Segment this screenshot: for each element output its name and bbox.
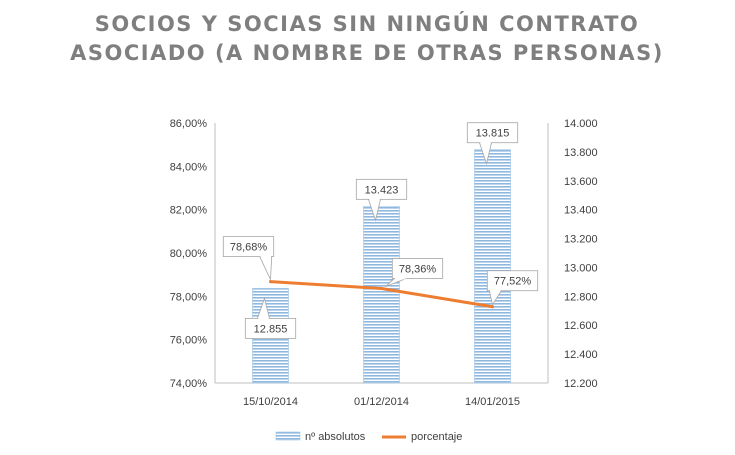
line-point: [269, 280, 272, 284]
line-data-label-group: 78,68%: [222, 236, 275, 280]
bar-data-label-box: [244, 317, 297, 339]
bar-data-label-group: 13.423: [355, 178, 408, 222]
line-data-label: 77,52%: [494, 276, 532, 288]
bar-data-label: 13.815: [476, 128, 510, 140]
line-point: [380, 287, 383, 291]
left-axis-tick-label: 80,00%: [170, 248, 208, 260]
line-data-label-box: [391, 258, 444, 279]
line-point: [491, 305, 494, 309]
bar-data-label-box: [355, 178, 408, 200]
axes-layer: 74,00% 76,00% 78,00% 80,00% 82,00% 84,00% 86,0…: [170, 118, 598, 408]
right-axis-tick-label: 12.400: [564, 349, 598, 361]
right-axis-tick-label: 13.000: [564, 262, 598, 274]
legend-label-bars: nº absolutos: [305, 431, 366, 443]
line-data-label-pointer: [259, 256, 273, 280]
left-axis-tick-label: 86,00%: [170, 118, 208, 130]
line-layer: [269, 280, 494, 309]
right-axis-tick-label: 13.800: [564, 147, 598, 159]
bar-data-label-group: 13.815: [466, 122, 519, 166]
line-data-label-box: [486, 270, 539, 292]
x-axis-tick-label: 14/01/2015: [465, 396, 520, 408]
line-data-label-box: [222, 236, 275, 258]
right-axis-tick-label: 14.000: [564, 118, 598, 130]
bar-data-label-box: [466, 122, 519, 144]
left-axis-tick-label: 76,00%: [170, 335, 208, 347]
right-axis-tick-label: 13.600: [564, 176, 598, 188]
chart-title-line-1: SOCIOS Y SOCIAS SIN NINGÚN CONTRATO: [95, 11, 640, 36]
left-axis-tick-label: 84,00%: [170, 161, 208, 173]
left-axis-tick-label: 78,00%: [170, 291, 208, 303]
line-data-label-group: 77,52%: [486, 270, 539, 306]
legend-swatch-bars: [275, 431, 301, 441]
x-axis-tick-label: 15/10/2014: [243, 396, 298, 408]
line-data-label-group: 78,36%: [385, 258, 444, 287]
line-data-label: 78,36%: [399, 264, 437, 276]
left-axis-tick-label: 82,00%: [170, 205, 208, 217]
bar-data-label: 13.423: [365, 184, 399, 196]
right-axis-tick-label: 12.200: [564, 378, 598, 390]
bar: [474, 149, 511, 384]
right-axis-tick-label: 13.400: [564, 205, 598, 217]
left-axis-tick-label: 74,00%: [170, 378, 208, 390]
legend-label-line: porcentaje: [411, 431, 462, 443]
legend: nº absolutos porcentaje: [275, 431, 462, 443]
right-axis-tick-label: 12.800: [564, 291, 598, 303]
chart-title-line-2: ASOCIADO (A NOMBRE DE OTRAS PERSONAS): [70, 41, 664, 65]
right-axis-tick-label: 12.600: [564, 320, 598, 332]
right-axis-tick-label: 13.200: [564, 234, 598, 246]
bar-data-label: 12.855: [254, 323, 288, 335]
x-axis-tick-label: 01/12/2014: [354, 396, 409, 408]
bar-data-label-group: 12.855: [244, 296, 297, 339]
line-data-label: 78,68%: [230, 242, 268, 254]
data-labels-layer: 12.855 13.423 13.815 78,68% 78,36% 77,52%: [222, 122, 539, 339]
bar: [363, 206, 400, 384]
